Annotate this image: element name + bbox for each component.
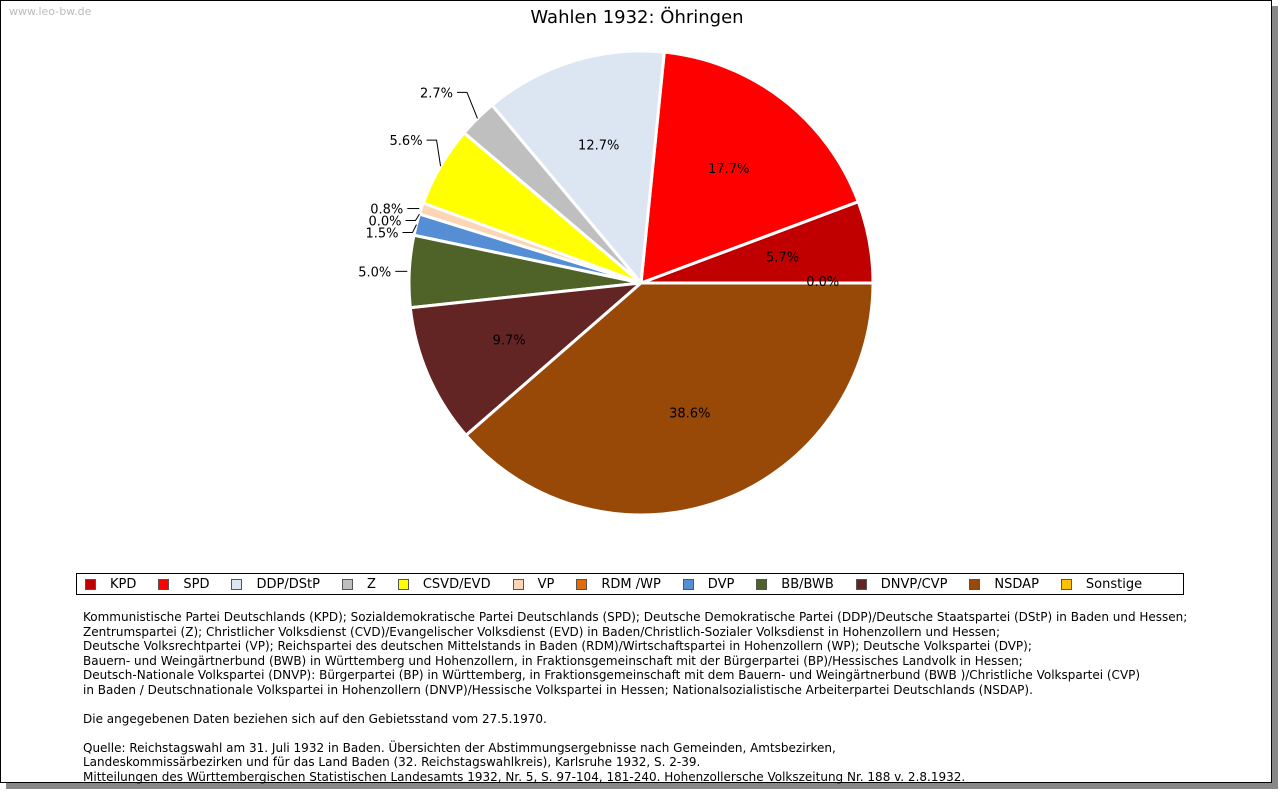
legend-item-csvd-evd[interactable]: CSVD/EVD (397, 576, 491, 592)
legend-item-vp[interactable]: VP (512, 576, 555, 592)
legend-item-dnvp-cvp[interactable]: DNVP/CVP (855, 576, 948, 592)
source-line: Landeskommissärbezirken und für das Land… (83, 755, 701, 769)
note-line: Bauern- und Weingärtnerbund (BWB) in Wür… (83, 653, 1023, 668)
legend-label: KPD (110, 576, 137, 592)
legend-item-nsdap[interactable]: NSDAP (969, 577, 1039, 592)
pie-slice-spd[interactable] (639, 50, 861, 286)
legend-swatch (576, 578, 588, 590)
legend-swatch (682, 578, 694, 590)
legend-swatch (397, 578, 409, 590)
legend-label: NSDAP (994, 576, 1039, 592)
legend-item-kpd[interactable]: KPD (85, 577, 136, 592)
chart-frame: www.leo-bw.de Wahlen 1932: Öhringen 5.7%… (0, 0, 1272, 784)
party-notes: Kommunistische Partei Deutschlands (KPD)… (83, 610, 1187, 697)
note-line: Kommunistische Partei Deutschlands (KPD)… (83, 610, 1188, 624)
pie-slice-ddp-dstp[interactable] (489, 49, 666, 287)
legend-item-ddp-dstp[interactable]: DDP/DStP (231, 576, 320, 592)
source-line: Mitteilungen des Württembergischen Stati… (83, 769, 966, 784)
data-label-rdm-wp: 0.0% (368, 215, 401, 230)
legend-label: Z (366, 576, 376, 592)
legend-label: CSVD/EVD (422, 576, 491, 592)
legend-swatch (85, 578, 96, 590)
legend-label: RDM /WP (601, 576, 661, 592)
legend-swatch (1060, 578, 1072, 590)
legend-label: DNVP/CVP (880, 576, 948, 592)
gebietsstand-note: Die angegebenen Daten beziehen sich auf … (83, 711, 547, 726)
data-label-sonstige: 0.0% (806, 275, 839, 290)
source-line: Quelle: Reichstagswahl am 31. Juli 1932 … (83, 740, 836, 755)
pie-slice-dnvp-cvp[interactable] (408, 281, 646, 438)
legend-label: VP (537, 576, 555, 592)
legend-item-sonstige[interactable]: Sonstige (1060, 576, 1143, 592)
legend-swatch (231, 578, 243, 590)
data-label-kpd: 5.7% (766, 250, 799, 265)
chart-title: Wahlen 1932: Öhringen (530, 7, 744, 28)
leader-line (405, 213, 420, 222)
note-line: Deutsche Volksrechtpartei (VP); Reichspa… (83, 639, 1032, 653)
legend-swatch (158, 578, 170, 590)
data-label-nsdap: 38.6% (669, 406, 710, 421)
data-label-dvp: 1.5% (365, 227, 398, 242)
data-label-vp: 0.8% (370, 203, 403, 218)
legend-item-dvp[interactable]: DVP (682, 576, 735, 592)
note-line: Deutsch-Nationale Volkspartei (DNVP): Bü… (83, 668, 1141, 682)
legend-swatch (341, 578, 353, 590)
legend-swatch (969, 578, 981, 590)
pie-slice-nsdap[interactable] (463, 281, 875, 517)
legend-label: Sonstige (1085, 576, 1143, 592)
legend-item-bb-bwb[interactable]: BB/BWB (756, 576, 834, 592)
legend-swatch (512, 578, 524, 590)
legend-label: DDP/DStP (256, 576, 320, 592)
pie-chart: 5.7%17.7%12.7%9.7%38.6%0.0%2.7%5.6%0.8%0… (358, 49, 875, 517)
legend-item-z[interactable]: Z (341, 576, 376, 592)
leader-line (457, 91, 478, 119)
source-notes: Quelle: Reichstagswahl am 31. Juli 1932 … (83, 741, 1187, 785)
data-label-csvd-evd: 5.6% (390, 134, 423, 149)
footnotes: Kommunistische Partei Deutschlands (KPD)… (83, 610, 1187, 799)
legend-label: BB/BWB (781, 576, 834, 592)
note-line: in Baden / Deutschnationale Volkspartei … (83, 682, 1033, 697)
data-label-spd: 17.7% (708, 162, 749, 177)
legend-item-rdm-wp[interactable]: RDM /WP (576, 576, 661, 592)
data-label-bb-bwb: 5.0% (358, 265, 391, 280)
legend: KPD SPD DDP/DStP Z CSVD/EVD VP RDM /WP DVP BB/BW… (76, 573, 1184, 595)
legend-swatch (756, 578, 768, 590)
legend-swatch (855, 578, 867, 590)
watermark: www.leo-bw.de (9, 5, 92, 18)
legend-label: DVP (707, 576, 735, 592)
data-label-z: 2.7% (420, 86, 453, 101)
note-line: Zentrumspartei (Z); Christlicher Volksdi… (83, 624, 1001, 639)
data-label-ddp-dstp: 12.7% (578, 139, 619, 154)
legend-item-spd[interactable]: SPD (158, 577, 209, 592)
leader-line (402, 224, 417, 234)
legend-label: SPD (183, 576, 210, 592)
data-label-dnvp-cvp: 9.7% (493, 334, 526, 349)
leader-line (426, 139, 442, 167)
